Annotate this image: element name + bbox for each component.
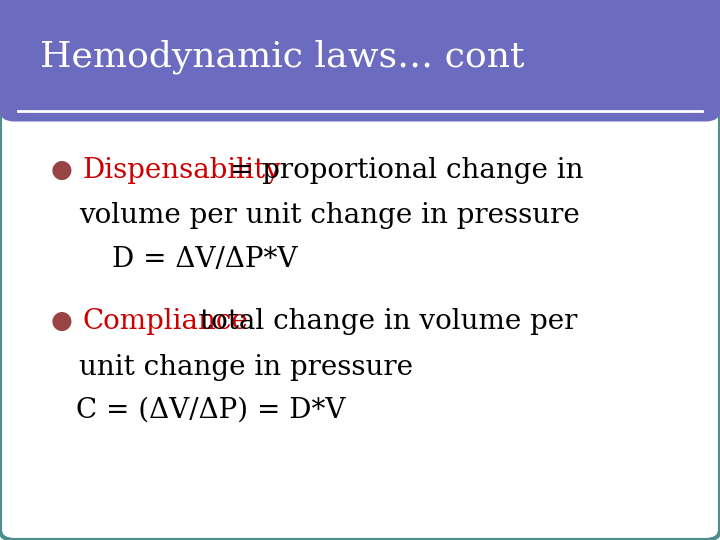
Text: C = (ΔV/ΔP) = D*V: C = (ΔV/ΔP) = D*V <box>76 397 345 424</box>
Text: Hemodynamic laws… cont: Hemodynamic laws… cont <box>40 39 524 74</box>
Text: D = ΔV/ΔP*V: D = ΔV/ΔP*V <box>112 246 297 273</box>
Text: = proportional change in: = proportional change in <box>230 157 584 184</box>
Text: Dispensability: Dispensability <box>83 157 282 184</box>
Text: unit change in pressure: unit change in pressure <box>79 354 413 381</box>
Text: volume per unit change in pressure: volume per unit change in pressure <box>79 202 580 230</box>
Text: ●: ● <box>50 309 72 333</box>
Bar <box>14 66 706 111</box>
Text: Compliance: Compliance <box>83 308 248 335</box>
Text: ●: ● <box>50 158 72 182</box>
FancyBboxPatch shape <box>0 0 720 122</box>
Text: total change in volume per: total change in volume per <box>200 308 577 335</box>
